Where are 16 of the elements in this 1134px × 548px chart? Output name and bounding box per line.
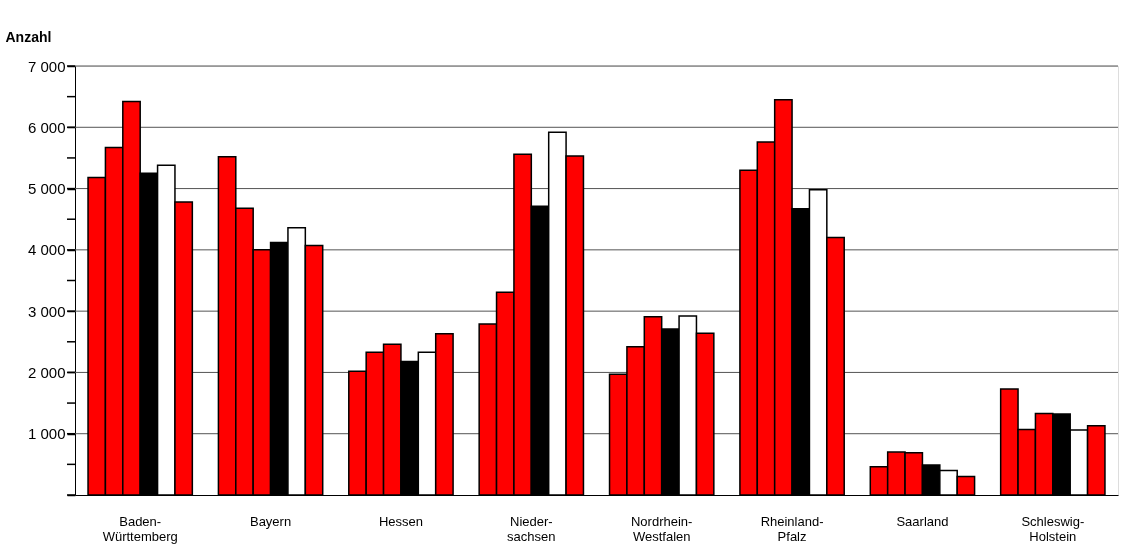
y-axis-title: Anzahl (5, 28, 52, 45)
y-tick-label: 2 000 (27, 363, 66, 381)
y-tick-label: 6 000 (27, 118, 66, 136)
y-tick-label: 7 000 (27, 57, 66, 75)
y-tick-label: 3 000 (27, 302, 66, 320)
x-tick-label: Schleswig- Holstein (1021, 513, 1085, 544)
y-tick-label: 1 000 (27, 425, 66, 443)
y-tick-label: 5 000 (27, 180, 66, 198)
x-tick-label: Saarland (896, 513, 949, 529)
y-tick-label: 4 000 (27, 241, 66, 259)
x-tick-label: Rheinland- Pfalz (760, 513, 824, 544)
x-tick-label: Baden- Württemberg (102, 513, 178, 544)
x-tick-label: Nordrhein- Westfalen (630, 513, 693, 544)
x-tick-label: Hessen (378, 513, 423, 529)
x-tick-label: Bayern (249, 513, 292, 529)
x-tick-label: Nieder- sachsen (507, 513, 556, 544)
